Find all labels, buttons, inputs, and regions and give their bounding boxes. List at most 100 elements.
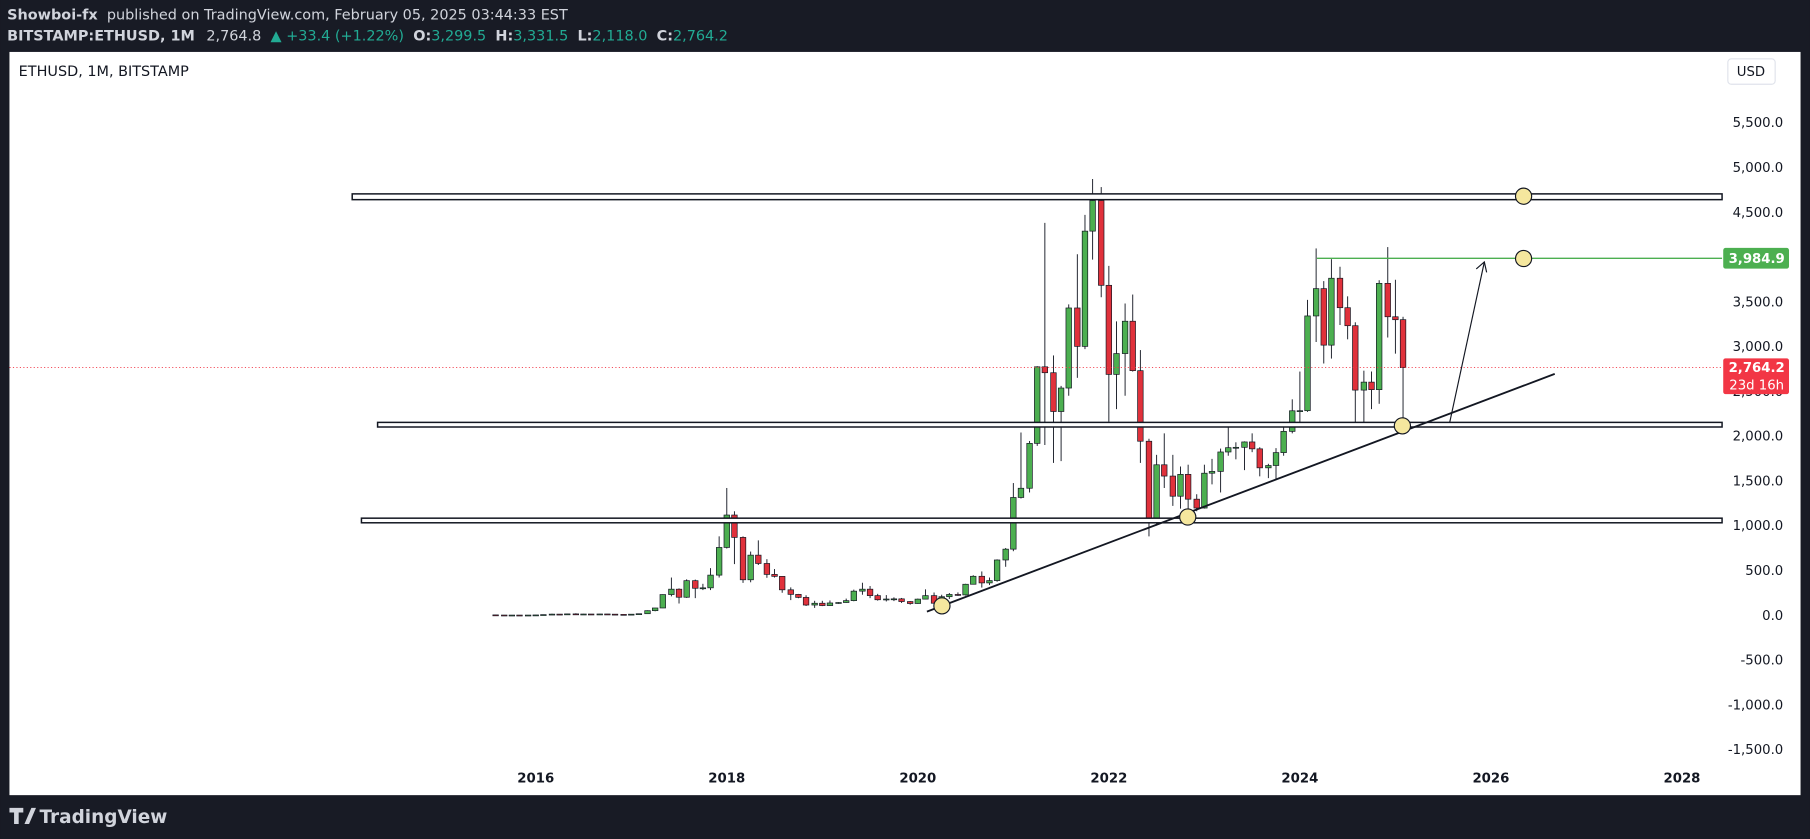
touch-point [1514,187,1533,205]
candle-body [739,537,747,581]
candle-body [1368,381,1375,390]
candle-body [946,594,953,598]
candle-body [1296,410,1304,412]
candle-body [508,614,516,617]
ohlc-label: L: [577,28,592,44]
candle-body [731,514,738,538]
candle-body [1017,487,1025,498]
ohlc-value: 2,764.2 [673,28,728,44]
zone [351,193,1723,201]
candle-body [811,602,818,606]
y-tick-label: -1,500.0 [1728,743,1783,758]
candle-body [771,574,778,577]
ohlc-value: 2,118.0 [592,28,647,44]
candle-body [1121,320,1129,354]
candle-body [1384,282,1391,318]
candle-body [588,613,595,616]
candle-body [580,613,587,616]
candle-body [572,613,579,616]
candle-body [922,595,929,600]
candle-body [1304,315,1311,412]
x-tick-label: 2022 [1090,771,1127,786]
price-line-box [1723,247,1790,269]
ohlc-label: C: [657,28,673,44]
candle-body [556,613,563,616]
candle-body [914,598,921,604]
candle-body [611,613,619,616]
candle-body [524,614,532,617]
candle-body [652,607,659,612]
candle-body [1105,284,1112,375]
arrow-head [1475,260,1488,273]
candle-body [635,613,643,615]
candle-body [1344,307,1351,327]
candle-body [993,559,1001,581]
x-tick-label: 2020 [899,771,936,786]
candle-body [659,594,666,609]
publish-line: Showboi-fx published on TradingView.com,… [7,8,568,24]
candle-body [1002,548,1009,561]
ohlc-label: O: [413,28,431,44]
axes: -1,500.0 -1,000.0 -500.0 0.0 500.0 1,000.0 1,5… [517,116,1790,786]
candle-body [1113,353,1120,375]
y-tick-label: 0.0 [1762,609,1783,624]
touch-point [933,597,951,615]
candle-body [1098,200,1105,286]
candle-body [683,580,690,598]
candle-body [747,554,754,581]
candle-body [1193,498,1200,509]
ohlc-label: H: [495,28,513,44]
y-tick-label: 3,000.0 [1733,340,1784,355]
candle-body [1145,440,1153,520]
y-tick-label: 1,000.0 [1733,519,1784,534]
candle-body [835,602,842,604]
candle-body [1312,288,1320,317]
x-tick-label: 2018 [708,771,745,786]
candle-body [1256,448,1263,469]
candle-body [978,575,985,584]
candle-body [723,514,730,548]
candle-body [970,575,977,585]
candle-body [890,598,898,601]
y-tick-label: -1,000.0 [1728,698,1783,713]
candle-body [1185,474,1192,500]
ohlc-value: 3,331.5 [513,28,568,44]
candle-body [1065,307,1072,389]
candle-body [763,563,771,575]
candle-body [859,588,866,592]
last-price-box [1723,358,1790,395]
candle-body [492,614,499,617]
currency-box[interactable] [1727,58,1776,85]
candle-body [826,602,834,606]
candle-body [1225,447,1232,453]
candle-body [501,614,508,617]
candle-body [1217,451,1224,472]
candle-body [1177,474,1184,497]
candle-body [699,587,707,590]
touch-point [1514,249,1533,268]
candle-body [779,576,786,591]
candle-body [532,614,539,617]
candle-body [707,574,714,589]
candle-body [850,590,857,601]
y-tick-label: -500.0 [1740,654,1783,669]
candle-body [1208,471,1216,474]
symbol-line: BITSTAMP:ETHUSD, 1M 2,764.8 ▲ +33.4 (+1.… [7,28,728,44]
currency[interactable]: USD [1737,65,1765,80]
candle-body [874,595,881,601]
candle-body [1248,441,1256,450]
plot [9,179,1723,617]
candle-body [1026,443,1033,489]
chart-title: ETHUSD, 1M, BITSTAMP [19,64,189,80]
candle-body [755,554,762,564]
candle-body [1399,319,1407,368]
last-price-label: 2,764.2 [1729,361,1785,376]
touch-point [1393,417,1412,435]
candle-body [596,613,603,616]
candle-body [883,598,890,601]
zone [376,421,1723,428]
candle-body [843,600,850,603]
change: ▲ +33.4 (+1.22%) [271,28,404,44]
